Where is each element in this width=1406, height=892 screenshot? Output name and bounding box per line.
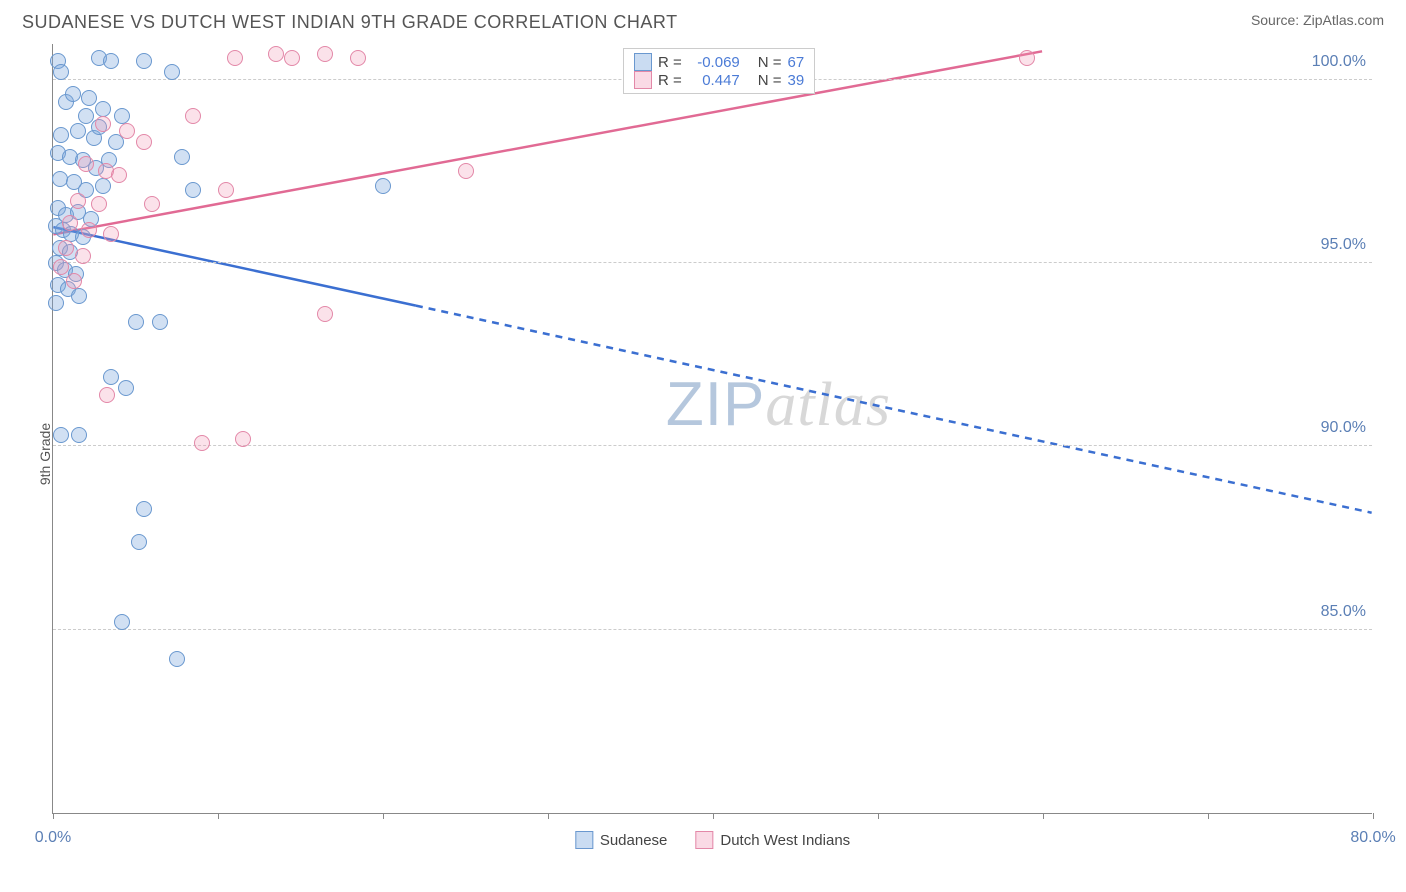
data-point xyxy=(75,248,91,264)
data-point xyxy=(218,182,234,198)
x-tick xyxy=(1373,813,1374,819)
data-point xyxy=(350,50,366,66)
data-point xyxy=(58,240,74,256)
x-tick-label: 0.0% xyxy=(35,829,71,847)
data-point xyxy=(95,178,111,194)
data-point xyxy=(152,314,168,330)
data-point xyxy=(70,123,86,139)
x-tick xyxy=(878,813,879,819)
data-point xyxy=(131,534,147,550)
data-point xyxy=(48,295,64,311)
watermark: ZIPatlas xyxy=(666,369,891,441)
y-tick-label: 90.0% xyxy=(1321,419,1366,437)
x-tick xyxy=(218,813,219,819)
data-point xyxy=(71,288,87,304)
data-point xyxy=(65,86,81,102)
data-point xyxy=(136,134,152,150)
swatch-blue xyxy=(575,831,593,849)
data-point xyxy=(53,427,69,443)
data-point xyxy=(164,64,180,80)
data-point xyxy=(66,273,82,289)
data-point xyxy=(78,156,94,172)
data-point xyxy=(136,53,152,69)
data-point xyxy=(458,163,474,179)
data-point xyxy=(1019,50,1035,66)
gridline-h xyxy=(53,445,1372,446)
data-point xyxy=(103,369,119,385)
data-point xyxy=(194,435,210,451)
data-point xyxy=(317,46,333,62)
x-tick-label: 80.0% xyxy=(1350,829,1395,847)
x-tick xyxy=(383,813,384,819)
data-point xyxy=(144,196,160,212)
data-point xyxy=(317,306,333,322)
data-point xyxy=(53,127,69,143)
y-axis-label: 9th Grade xyxy=(37,423,53,485)
data-point xyxy=(53,259,69,275)
x-tick xyxy=(1043,813,1044,819)
chart-title: SUDANESE VS DUTCH WEST INDIAN 9TH GRADE … xyxy=(22,12,678,33)
data-point xyxy=(99,387,115,403)
swatch-pink xyxy=(695,831,713,849)
data-point xyxy=(227,50,243,66)
data-point xyxy=(185,182,201,198)
plot-area: ZIPatlas Sudanese Dutch West Indians 100… xyxy=(52,44,1372,814)
data-point xyxy=(95,101,111,117)
y-tick-label: 100.0% xyxy=(1312,53,1366,71)
x-tick xyxy=(713,813,714,819)
data-point xyxy=(71,427,87,443)
y-tick-label: 85.0% xyxy=(1321,603,1366,621)
data-point xyxy=(70,193,86,209)
data-point xyxy=(81,222,97,238)
data-point xyxy=(268,46,284,62)
data-point xyxy=(118,380,134,396)
data-point xyxy=(169,651,185,667)
data-point xyxy=(53,64,69,80)
chart-source: Source: ZipAtlas.com xyxy=(1251,12,1384,28)
data-point xyxy=(136,501,152,517)
chart-area: 9th Grade ZIPatlas Sudanese Dutch West I… xyxy=(22,44,1384,864)
x-tick xyxy=(548,813,549,819)
series-legend: Sudanese Dutch West Indians xyxy=(575,831,850,849)
data-point xyxy=(91,196,107,212)
data-point xyxy=(103,53,119,69)
x-tick xyxy=(1208,813,1209,819)
data-point xyxy=(119,123,135,139)
data-point xyxy=(114,614,130,630)
data-point xyxy=(62,215,78,231)
data-point xyxy=(95,116,111,132)
data-point xyxy=(52,171,68,187)
data-point xyxy=(111,167,127,183)
y-tick-label: 95.0% xyxy=(1321,236,1366,254)
stats-legend: R =-0.069N =67R =0.447N =39 xyxy=(623,48,815,94)
data-point xyxy=(235,431,251,447)
data-point xyxy=(114,108,130,124)
data-point xyxy=(174,149,190,165)
gridline-h xyxy=(53,262,1372,263)
legend-item-dutch: Dutch West Indians xyxy=(695,831,850,849)
trend-lines xyxy=(53,44,1372,813)
data-point xyxy=(103,226,119,242)
data-point xyxy=(375,178,391,194)
data-point xyxy=(185,108,201,124)
data-point xyxy=(128,314,144,330)
gridline-h xyxy=(53,629,1372,630)
legend-item-sudanese: Sudanese xyxy=(575,831,668,849)
x-tick xyxy=(53,813,54,819)
data-point xyxy=(284,50,300,66)
